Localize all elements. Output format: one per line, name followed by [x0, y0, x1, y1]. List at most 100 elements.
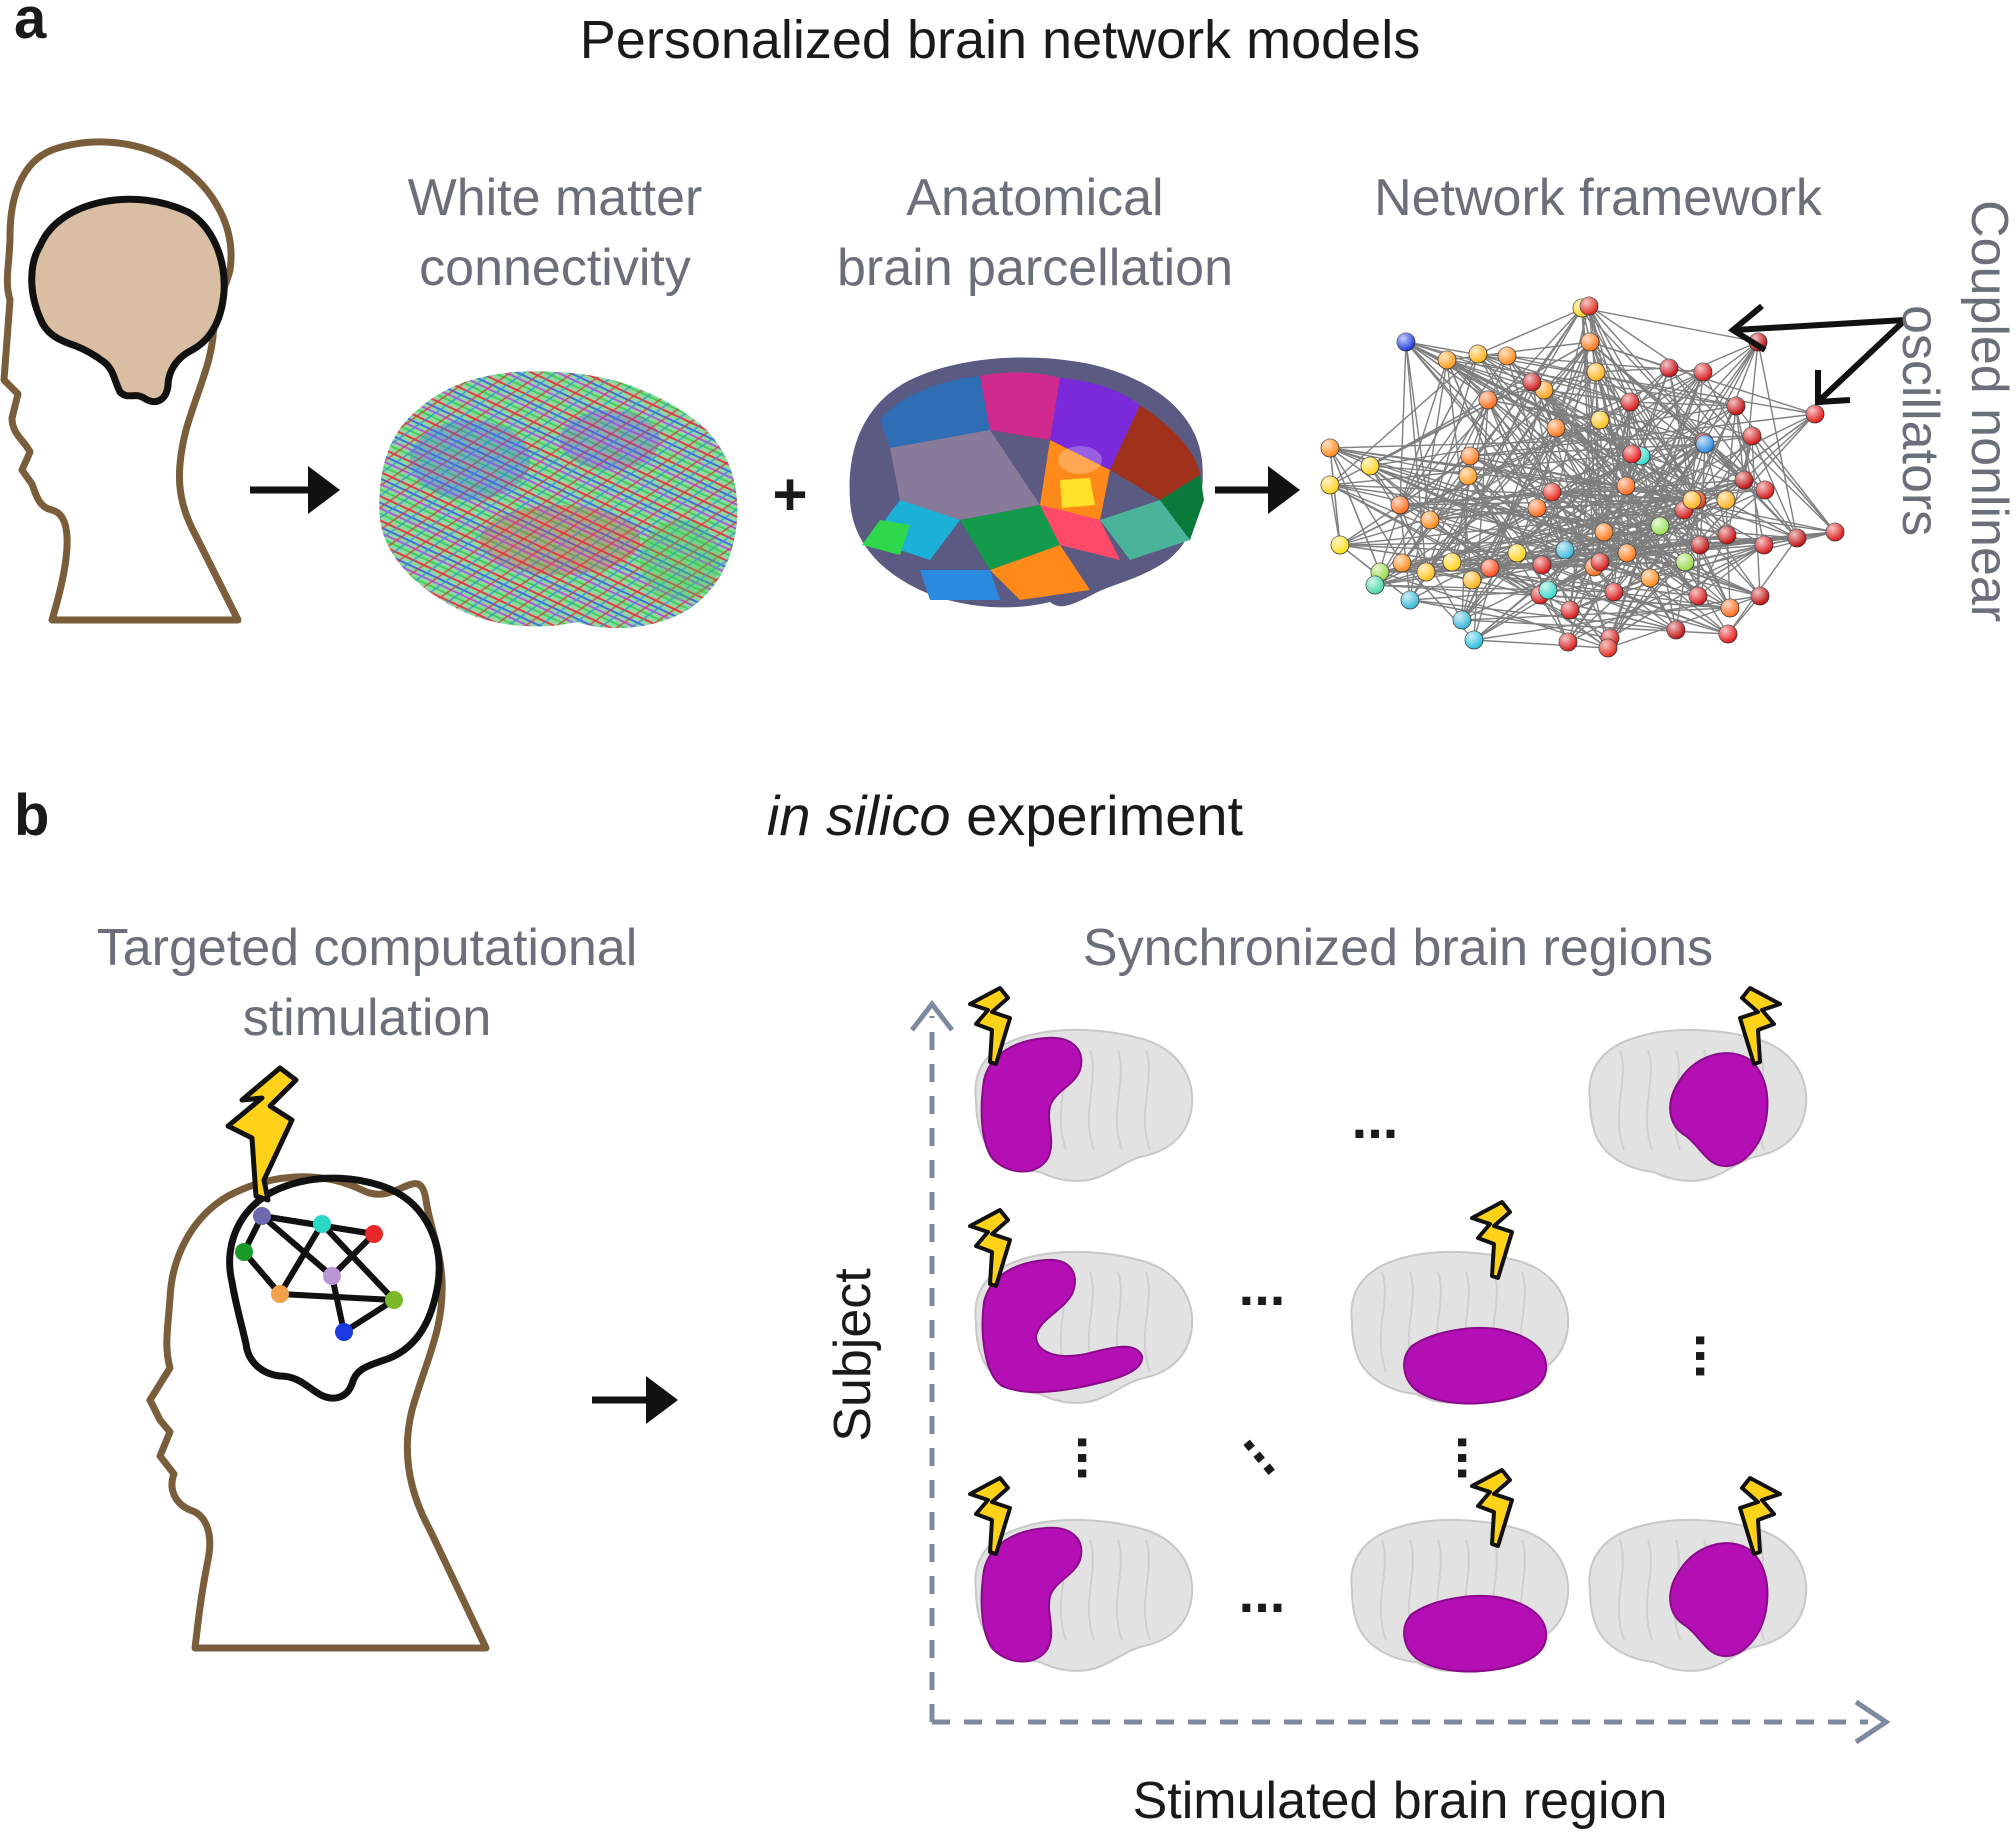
network-node-shine [1618, 544, 1636, 562]
network-edge [1429, 353, 1479, 521]
network-node-shine [1617, 477, 1635, 495]
network-node-shine [1393, 554, 1411, 572]
arrow-right-icon [250, 466, 340, 514]
network-node-shine [1719, 625, 1737, 643]
network-node-shine [1595, 523, 1613, 541]
network-node-shine [1591, 411, 1609, 429]
network-node-shine [1559, 633, 1577, 651]
network-node-shine [1718, 526, 1736, 544]
network-edge [1697, 443, 1706, 597]
network-node-shine [1651, 517, 1669, 535]
network-node-shine [1751, 587, 1769, 605]
network-node-shine [1361, 457, 1379, 475]
network-edge [1536, 305, 1590, 509]
brain-stimulation-icon [968, 986, 1194, 1182]
network-edge [1567, 341, 1759, 643]
network-node-shine [1667, 621, 1685, 639]
network-edge [1589, 341, 1766, 491]
white-matter-label-1: White matter [408, 169, 703, 227]
network-node-shine [1321, 476, 1339, 494]
network-node-shine [1580, 297, 1598, 315]
network-node-shine [1417, 563, 1435, 581]
network-edge [1477, 305, 1590, 355]
stimulation-label-2: stimulation [243, 989, 492, 1047]
brain-stimulation-icon [1588, 986, 1808, 1182]
network-edge [1567, 413, 1816, 643]
oscillator-pointer-arrows [1727, 303, 1908, 406]
arrow-right-icon [1215, 466, 1300, 514]
network-node-shine [1459, 467, 1477, 485]
synchronized-region [1669, 1052, 1769, 1168]
brain-gyrus [1115, 1539, 1123, 1641]
network-node-shine [1755, 536, 1773, 554]
network-node-shine [1641, 569, 1659, 587]
network-node-shine [1556, 541, 1574, 559]
network-node-shine [1581, 333, 1599, 351]
network-node-shine [1453, 611, 1471, 629]
network-edge [1425, 427, 1557, 573]
network-node-shine [1826, 523, 1844, 541]
network-edge [1629, 401, 1686, 563]
network-edge [1595, 371, 1651, 579]
network-node-shine [1694, 363, 1712, 381]
network-node-shine [1461, 447, 1479, 465]
network-edge [1599, 419, 1627, 487]
network-edge [1329, 447, 1341, 546]
network-node-shine [1508, 544, 1526, 562]
network-edge [1446, 359, 1737, 407]
network-edge [1659, 525, 1729, 635]
network-node-shine [1479, 391, 1497, 409]
network-edge [1567, 441, 1705, 643]
synchronized-region [1403, 1595, 1548, 1673]
network-edge [1751, 435, 1836, 533]
network-node-shine [1696, 435, 1714, 453]
synchronized-region [980, 1526, 1083, 1663]
brain-stimulation-icon [968, 1476, 1194, 1672]
network-edge [1451, 561, 1549, 591]
network-edge [1374, 381, 1533, 586]
network-edge [1751, 435, 1761, 597]
network-edge [1473, 399, 1489, 641]
brain-gyrus [1087, 1539, 1095, 1641]
parcellation-label-1: Anatomical [906, 169, 1163, 227]
network-edge [1469, 455, 1686, 563]
network-node-shine [1391, 496, 1409, 514]
network-edge [1329, 484, 1628, 554]
network-node-shine [1735, 471, 1753, 489]
network-edge [1640, 367, 1670, 457]
network-edge [1684, 544, 1765, 563]
plus-sign: + [772, 461, 807, 528]
network-edge [1473, 389, 1545, 641]
synchronized-label: Synchronized brain regions [1083, 919, 1713, 977]
white-matter-label-2: connectivity [419, 239, 691, 297]
network-node-shine [1547, 419, 1565, 437]
network-edge [1543, 389, 1701, 546]
network-node-shine [1397, 333, 1415, 351]
network-node-shine [1481, 559, 1499, 577]
network-edge [1329, 484, 1677, 631]
network-edge [1702, 371, 1766, 491]
network-edge [1339, 504, 1401, 546]
brain-gyrus [1379, 1271, 1387, 1373]
network-node-shine [1438, 351, 1456, 369]
brain-gyrus [1143, 1539, 1151, 1641]
panel-b-label: b [14, 783, 49, 848]
panel-a-title: Personalized brain network models [580, 10, 1420, 70]
network-edge [1446, 359, 1705, 443]
lightning-bolt-icon [968, 1208, 1012, 1288]
brain-stimulation-icon [1350, 1200, 1570, 1405]
network-edge [1473, 639, 1609, 649]
network-node-shine [1587, 363, 1605, 381]
brain-gyrus [1645, 1049, 1653, 1151]
network-node-shine [1727, 397, 1745, 415]
network-node-shine [1543, 483, 1561, 501]
diagonal-ellipsis: ... [1232, 1409, 1310, 1485]
x-axis-label: Stimulated brain region [1133, 1772, 1668, 1830]
brain-gyrus [1143, 1049, 1151, 1151]
network-node-shine [1498, 347, 1516, 365]
network-node-shine [1788, 529, 1806, 547]
network-edge [1374, 359, 1448, 586]
brain-stimulation-icon [1588, 1476, 1808, 1672]
arrow-right-icon [592, 1376, 678, 1424]
stimulation-label-1: Targeted computational [97, 919, 638, 977]
